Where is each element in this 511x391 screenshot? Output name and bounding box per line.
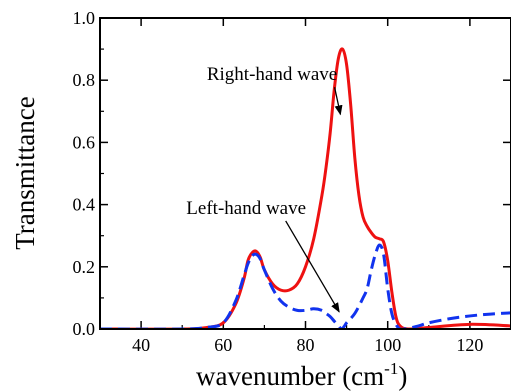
x-tick-label: 120 [456,335,483,355]
left-hand-wave-label: Left-hand wave [186,198,306,219]
x-axis-title-main: wavenumber (cm [196,361,384,391]
y-tick-label: 0.6 [73,132,96,152]
y-tick-label: 0.2 [73,257,96,277]
y-tick-label: 0.8 [73,70,96,90]
x-tick-label: 80 [297,335,315,355]
annotations: Right-hand wave Left-hand wave [186,64,343,313]
left-hand-wave-line [100,243,511,329]
plot-area [100,47,511,329]
x-tick-label: 40 [132,335,150,355]
plot-frame [99,17,511,330]
x-tick-label: 100 [374,335,401,355]
right-hand-wave-arrow [333,87,343,116]
x-axis-title: wavenumber (cm-1) [196,359,407,391]
left-hand-wave-arrow [285,220,340,313]
y-axis-title: Transmittance [10,96,40,249]
x-axis-title-superscript: -1 [384,359,398,378]
x-tick-label: 60 [214,335,232,355]
x-axis-title-close: ) [398,361,407,391]
right-hand-wave-label: Right-hand wave [207,64,337,85]
y-tick-label: 1.0 [73,8,96,28]
y-tick-labels: 0.0 0.2 0.4 0.6 0.8 1.0 [73,8,96,339]
y-tick-label: 0.0 [73,319,96,339]
right-hand-wave-line [100,47,511,329]
y-tick-label: 0.4 [73,195,96,215]
x-tick-labels: 40 60 80 100 120 [132,335,483,355]
